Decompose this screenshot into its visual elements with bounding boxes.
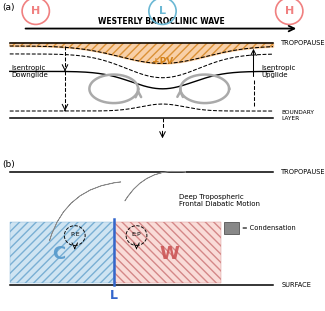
Text: P:E: P:E [70, 231, 80, 237]
Text: L: L [110, 289, 118, 302]
Text: BOUNDARY
LAYER: BOUNDARY LAYER [281, 110, 314, 121]
Text: TROPOPAUSE: TROPOPAUSE [281, 169, 325, 175]
Text: SURFACE: SURFACE [281, 282, 311, 288]
Text: +PV: +PV [152, 57, 173, 66]
Text: (b): (b) [3, 160, 15, 169]
Text: TROPOPAUSE: TROPOPAUSE [281, 40, 325, 46]
Text: Isentropic
Downglide: Isentropic Downglide [11, 65, 48, 78]
FancyArrowPatch shape [125, 171, 186, 201]
Polygon shape [114, 222, 221, 283]
Text: (a): (a) [3, 2, 15, 12]
Text: C: C [52, 245, 65, 263]
Text: WESTERLY BAROCLINIC WAVE: WESTERLY BAROCLINIC WAVE [98, 17, 224, 26]
Text: W: W [159, 245, 179, 263]
Text: H: H [285, 6, 294, 16]
Polygon shape [10, 222, 114, 283]
FancyBboxPatch shape [224, 222, 239, 234]
Text: L: L [159, 6, 166, 16]
Text: Isentropic
Upglide: Isentropic Upglide [262, 65, 296, 78]
Text: H: H [31, 6, 40, 16]
Text: Deep Tropospheric
Frontal Diabatic Motion: Deep Tropospheric Frontal Diabatic Motio… [179, 194, 260, 207]
Text: = Condensation: = Condensation [242, 225, 296, 231]
FancyArrowPatch shape [49, 182, 121, 241]
Text: E:P: E:P [132, 231, 141, 237]
